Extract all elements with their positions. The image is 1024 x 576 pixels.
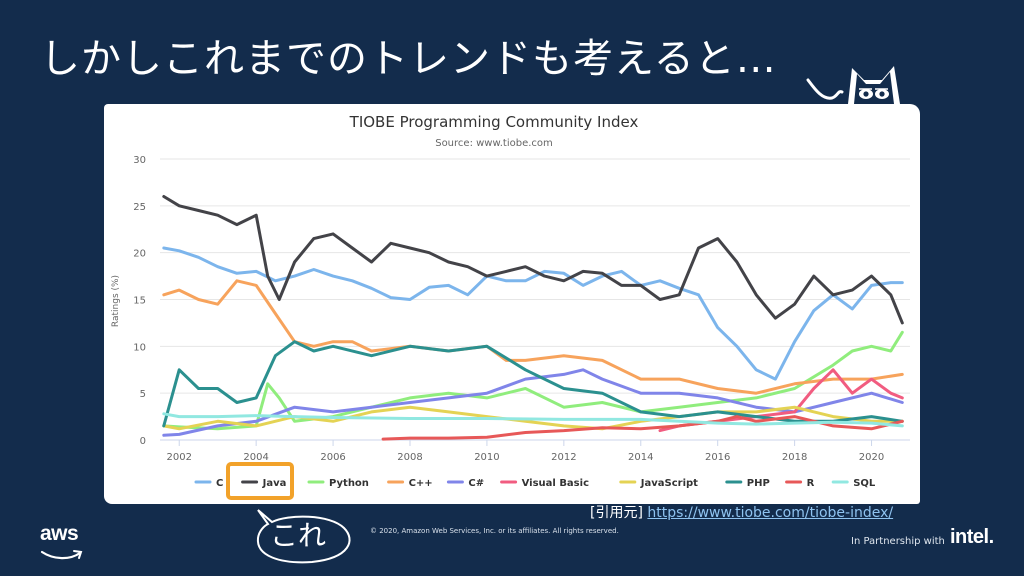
x-tick-label: 2016 [705,452,730,463]
legend-label: C# [468,478,484,489]
slide-title: しかしこれまでのトレンドも考えると… [40,36,777,82]
y-tick-label: 15 [133,296,146,307]
x-tick-label: 2014 [628,452,653,463]
y-tick-label: 0 [140,436,146,447]
tiobe-line-chart: 0 5 10 15 20 25 30 2002 2004 2006 2008 2010 2012 2014… [111,113,910,500]
speech-bubble-text: これ [270,519,327,552]
legend-label: R [807,478,815,489]
series-line-c [162,246,904,381]
x-tick-label: 2012 [551,452,576,463]
x-tick-label: 2006 [320,452,345,463]
legend-item-javascript[interactable]: JavaScript [619,478,698,489]
legend-item-python[interactable]: Python [307,478,369,489]
partner-text: In Partnership with [851,536,945,547]
citation-prefix: [引用元] [590,505,643,521]
y-tick-label: 30 [133,155,146,166]
chart-subtitle: Source: www.tiobe.com [435,138,553,149]
aws-logo: aws [40,522,84,565]
aws-logo-text: aws [40,522,79,545]
series-line-sql [162,412,904,428]
legend-item-sql[interactable]: SQL [831,478,876,489]
legend-label: PHP [747,478,770,489]
y-tick-label: 20 [133,249,146,260]
cat-mascot-icon [806,66,900,104]
x-tick-label: 2002 [167,452,192,463]
chart-panel: 0 5 10 15 20 25 30 2002 2004 2006 2008 2010 2012 2014… [104,104,920,504]
series-line-javascript [162,405,904,431]
series-line-php [162,340,904,428]
copyright-notice: © 2020, Amazon Web Services, Inc. or its… [370,527,619,535]
series-line-c- [162,368,904,437]
legend-item-c[interactable]: C [194,478,223,489]
y-tick-label: 5 [140,389,146,400]
series-line-python [162,330,904,431]
x-tick-label: 2020 [859,452,884,463]
chart-title: TIOBE Programming Community Index [349,113,639,131]
legend-item-r[interactable]: R [785,478,815,489]
legend-item-c-[interactable]: C++ [387,478,433,489]
citation: [引用元] https://www.tiobe.com/tiobe-index/ [590,502,893,522]
intel-logo-text: intel. [950,526,994,548]
citation-link[interactable]: https://www.tiobe.com/tiobe-index/ [647,505,894,521]
legend-item-php[interactable]: PHP [725,478,770,489]
x-tick-label: 2008 [397,452,422,463]
aws-smile-icon [40,550,83,560]
legend-label: C [216,478,223,489]
legend-item-java[interactable]: Java [241,478,287,489]
y-tick-label: 10 [133,342,146,353]
legend-label: Visual Basic [522,478,589,489]
y-tick-label: 25 [133,202,146,213]
legend-item-c-[interactable]: C# [446,478,484,489]
legend-label: Java [262,478,287,489]
y-axis-label: Ratings (%) [111,275,121,327]
java-highlight-box [226,462,294,500]
series-line-java [162,195,904,325]
x-tick-label: 2018 [782,452,807,463]
x-tick-label: 2004 [243,452,268,463]
legend-label: SQL [853,478,876,489]
legend-label: C++ [409,478,433,489]
speech-bubble [256,509,351,564]
legend-item-visual-basic[interactable]: Visual Basic [500,478,589,489]
legend-label: JavaScript [640,478,698,489]
x-tick-label: 2010 [474,452,499,463]
series-line-c- [162,279,904,395]
legend-label: Python [329,478,369,489]
